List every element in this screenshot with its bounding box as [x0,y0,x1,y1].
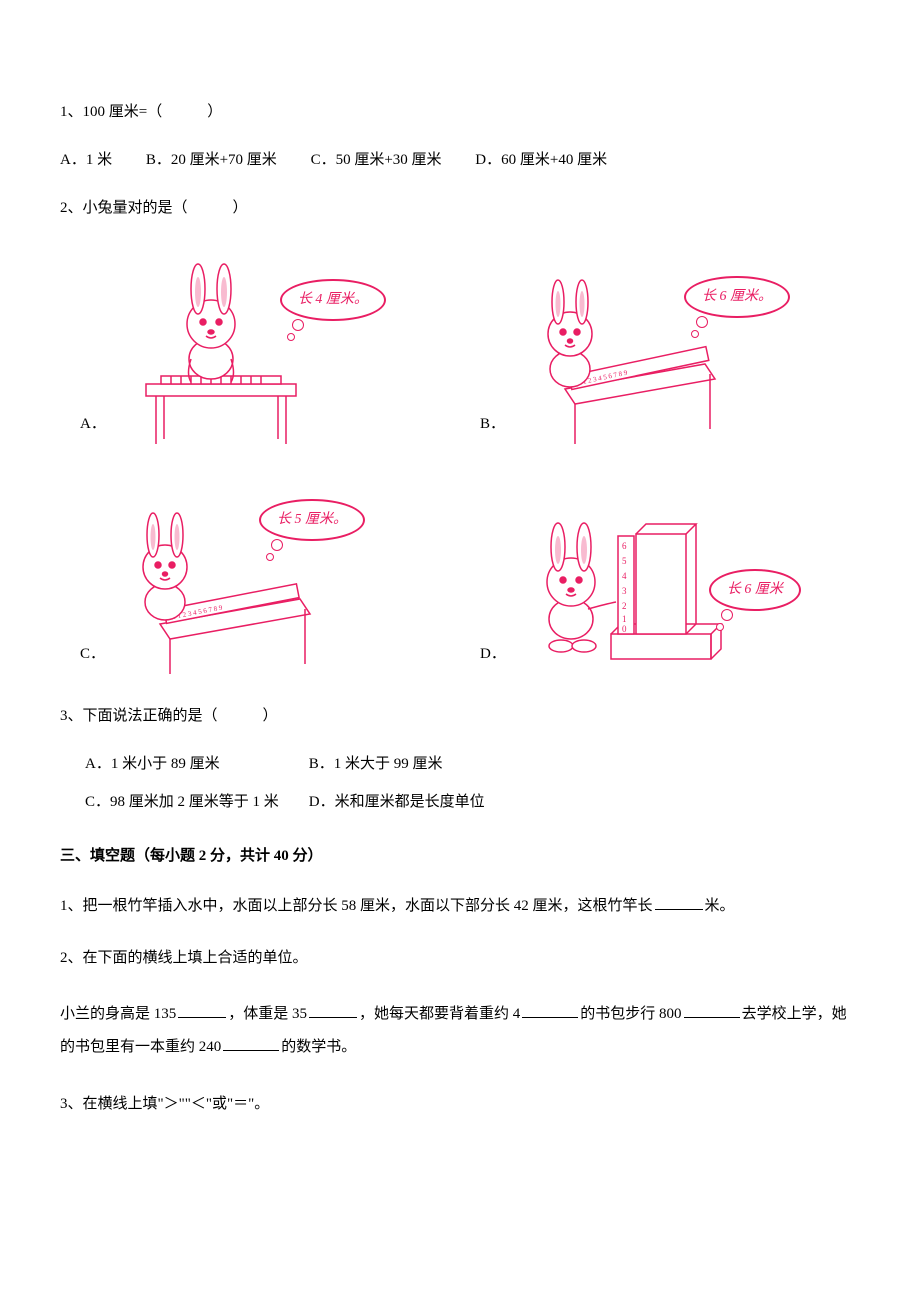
q3-opt-a: A．1 米小于 89 厘米 [85,752,305,776]
bubble-c: 长 5 厘米。 [259,499,365,541]
q1-text: 1、100 厘米=（ ） [60,100,860,124]
question-1: 1、100 厘米=（ ） [60,100,860,124]
q2-cell-d: D． 6 5 4 3 [480,474,860,674]
s3-q2-p2: ，体重是 35 [228,1006,307,1022]
s3-q2-p3: ，她每天都要背着重约 4 [359,1006,520,1022]
rabbit-image-a: 长 4 厘米。 [116,244,396,444]
bubble-d: 长 6 厘米 [709,569,801,611]
svg-text:5: 5 [622,556,627,566]
q1-options: A．1 米 B．20 厘米+70 厘米 C．50 厘米+30 厘米 D．60 厘… [60,148,860,172]
s3-q1: 1、把一根竹竿插入水中，水面以上部分长 58 厘米，水面以下部分长 42 厘米，… [60,892,860,918]
question-3: 3、下面说法正确的是（ ） [60,704,860,728]
s3-q2-blank3[interactable] [522,1000,578,1018]
s3-q2-p6: 的数学书。 [281,1039,356,1055]
q3-text: 3、下面说法正确的是（ ） [60,704,860,728]
s3-q2-blank2[interactable] [309,1000,357,1018]
s3-q1-pre: 1、把一根竹竿插入水中，水面以上部分长 58 厘米，水面以下部分长 42 厘米，… [60,898,653,914]
svg-text:0: 0 [622,624,627,634]
section-3-title: 三、填空题（每小题 2 分，共计 40 分） [60,844,860,868]
s3-q3: 3、在横线上填"＞""＜"或"＝"。 [60,1092,860,1116]
svg-text:2: 2 [622,601,627,611]
q2-label-b: B． [480,412,505,444]
rabbit-svg-a [116,244,396,444]
svg-text:1: 1 [622,614,627,624]
s3-q2-blank1[interactable] [178,1000,226,1018]
s3-q2-p4: 的书包步行 800 [580,1006,681,1022]
q1-opt-a: A．1 米 [60,148,112,172]
rabbit-svg-b: 0 1 2 3 4 5 6 7 8 9 [515,244,795,444]
bubble-a: 长 4 厘米。 [280,279,386,321]
s3-q1-blank[interactable] [655,892,703,910]
q3-opt-d: D．米和厘米都是长度单位 [309,790,485,814]
s3-q2-intro: 2、在下面的横线上填上合适的单位。 [60,946,860,970]
s3-q1-post: 米。 [705,898,735,914]
rabbit-image-c: 0 1 2 3 4 5 6 7 8 9 长 5 厘米。 [115,474,395,674]
s3-q2-blank4[interactable] [684,1000,740,1018]
svg-text:4: 4 [622,571,627,581]
svg-text:3: 3 [622,586,627,596]
q3-opt-c: C．98 厘米加 2 厘米等于 1 米 [85,790,305,814]
q2-label-d: D． [480,642,506,674]
s3-q2-blank5[interactable] [223,1033,279,1051]
q3-opt-b: B．1 米大于 99 厘米 [309,752,443,776]
q1-opt-d: D．60 厘米+40 厘米 [475,148,607,172]
q2-cell-a: A． [80,244,460,444]
rabbit-image-d: 6 5 4 3 2 1 0 [516,474,796,674]
question-2: 2、小兔量对的是（ ） [60,196,860,220]
rabbit-svg-c: 0 1 2 3 4 5 6 7 8 9 [115,474,395,674]
q2-image-grid: A． [60,244,860,674]
q1-opt-b: B．20 厘米+70 厘米 [146,148,277,172]
bubble-b: 长 6 厘米。 [684,276,790,318]
q2-text: 2、小兔量对的是（ ） [60,196,860,220]
s3-q2-p1: 小兰的身高是 135 [60,1006,176,1022]
q3-options: A．1 米小于 89 厘米 B．1 米大于 99 厘米 C．98 厘米加 2 厘… [60,752,860,814]
rabbit-image-b: 0 1 2 3 4 5 6 7 8 9 长 6 厘米。 [515,244,795,444]
s3-q2-body: 小兰的身高是 135，体重是 35，她每天都要背着重约 4的书包步行 800去学… [60,998,860,1064]
svg-text:6: 6 [622,541,627,551]
q2-label-a: A． [80,412,106,444]
q2-cell-b: B． 0 1 2 3 4 5 6 7 8 9 [480,244,860,444]
q1-opt-c: C．50 厘米+30 厘米 [311,148,442,172]
q2-cell-c: C． 0 1 2 3 4 5 6 7 8 9 [80,474,460,674]
q2-label-c: C． [80,642,105,674]
